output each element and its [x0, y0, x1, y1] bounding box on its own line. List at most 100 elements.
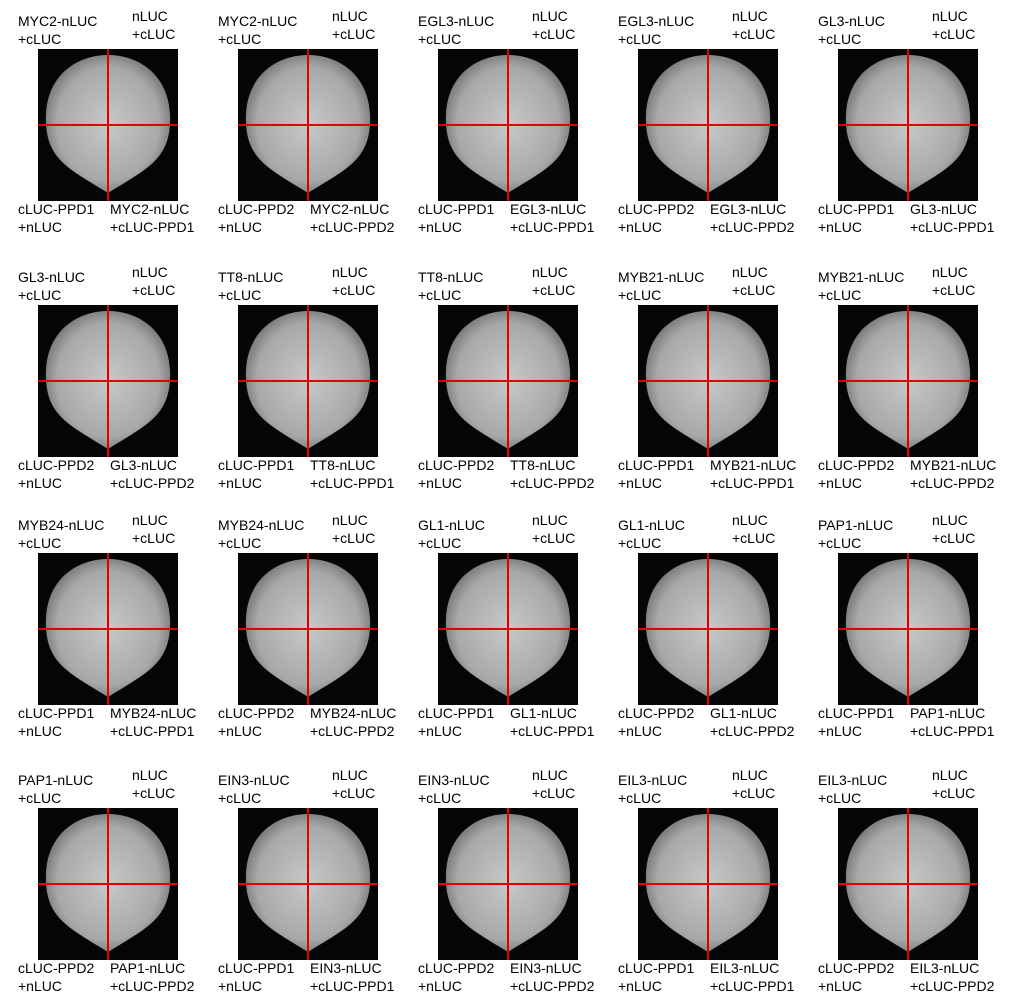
label-line: +cLUC-PPD2: [310, 723, 395, 739]
label-line: EGL3-nLUC: [418, 13, 494, 29]
label-line: +cLUC-PPD2: [310, 219, 395, 235]
label-line: +nLUC: [818, 978, 862, 994]
label: nLUC+cLUC: [532, 767, 575, 801]
label: EIN3-nLUC+cLUC-PPD1: [310, 960, 395, 994]
label: cLUC-PPD2 +nLUC: [418, 457, 494, 491]
label: MYB24-nLUC+cLUC-PPD1: [110, 705, 196, 739]
label-line: EIN3-nLUC: [510, 960, 582, 976]
label-line: cLUC-PPD1: [18, 705, 94, 721]
panel: GL1-nLUC+cLUCnLUC+cLUCcLUC-PPD2+nLUCGL1-…: [618, 512, 795, 739]
label-line: +cLUC: [532, 785, 575, 801]
label-line: TT8-nLUC: [310, 457, 375, 473]
label-line: +cLUC: [132, 282, 175, 298]
label-line: PAP1-nLUC: [818, 517, 893, 533]
label: MYB21-nLUC+cLUC-PPD2: [910, 457, 996, 491]
label-line: PAP1-nLUC: [18, 772, 93, 788]
label-line: cLUC-PPD2: [618, 201, 694, 217]
label: cLUC-PPD1+nLUC: [818, 705, 894, 739]
label: PAP1-nLUC+cLUC: [18, 772, 93, 806]
label-line: EIN3-nLUC: [418, 772, 490, 788]
label: cLUC-PPD1 +nLUC: [18, 201, 94, 235]
panel: MYC2-nLUC+cLUC nLUC+cLUC cLUC-PPD1 +nLUC MYC…: [18, 8, 195, 235]
panel: GL3-nLUC+cLUCnLUC+cLUCcLUC-PPD2+nLUCGL3-…: [18, 264, 195, 491]
label-line: +cLUC-PPD1: [110, 219, 195, 235]
label: MYB24-nLUC +cLUC-PPD2: [310, 705, 396, 739]
label: nLUC+cLUC: [332, 767, 375, 801]
label-line: +cLUC: [732, 530, 775, 546]
label: EGL3-nLUC+cLUC-PPD1: [510, 201, 595, 235]
panel: GL1-nLUC+cLUCnLUC+cLUCcLUC-PPD1+nLUCGL1-…: [418, 512, 595, 739]
label-line: cLUC-PPD2: [418, 960, 494, 976]
label-line: cLUC-PPD1: [418, 201, 494, 217]
label-line: MYB21-nLUC: [710, 457, 796, 473]
label-line: +nLUC: [218, 219, 262, 235]
label-line: MYC2-nLUC: [18, 13, 97, 29]
panel: MYB21-nLUC+cLUCnLUC+cLUCcLUC-PPD1+nLUCMY…: [618, 264, 796, 491]
label-line: MYB24-nLUC: [18, 517, 104, 533]
label-line: EIL3-nLUC: [618, 772, 687, 788]
label: nLUC+cLUC: [732, 512, 775, 546]
label-line: nLUC: [132, 767, 168, 783]
label: nLUC+cLUC: [732, 767, 775, 801]
label: nLUC +cLUC: [132, 264, 175, 298]
label-line: +cLUC: [818, 287, 861, 303]
label: PAP1-nLUC +cLUC: [818, 517, 893, 551]
label: MYB21-nLUC +cLUC-PPD1: [710, 457, 796, 491]
label-line: cLUC-PPD1: [18, 201, 94, 217]
label: cLUC-PPD2+nLUC: [218, 705, 294, 739]
label-line: +cLUC: [132, 785, 175, 801]
label: GL3-nLUC+cLUC-PPD1: [910, 201, 995, 235]
label: MYC2-nLUC+cLUC: [18, 13, 97, 47]
label: EIL3-nLUC+cLUC-PPD2: [910, 960, 995, 994]
panel: EIL3-nLUC+cLUCnLUC+cLUCcLUC-PPD2+nLUCEIL…: [818, 767, 995, 994]
label-line: cLUC-PPD2: [18, 457, 94, 473]
label-line: +nLUC: [618, 978, 662, 994]
label-line: nLUC: [932, 767, 968, 783]
label: GL1-nLUC+cLUC: [418, 517, 485, 551]
label: cLUC-PPD2 +nLUC: [618, 201, 694, 235]
label-line: cLUC-PPD2: [418, 457, 494, 473]
label-line: +cLUC-PPD1: [710, 475, 795, 491]
label-line: +nLUC: [18, 219, 62, 235]
label: GL1-nLUC+cLUC: [618, 517, 685, 551]
label: cLUC-PPD2+nLUC: [418, 960, 494, 994]
label-line: +cLUC: [818, 535, 861, 551]
label-line: +cLUC: [18, 287, 61, 303]
label-line: TT8-nLUC: [218, 269, 283, 285]
label-line: TT8-nLUC: [418, 269, 483, 285]
label: EIL3-nLUC+cLUC-PPD1: [710, 960, 795, 994]
label-line: cLUC-PPD2: [18, 960, 94, 976]
label: GL3-nLUC+cLUC-PPD2: [110, 457, 195, 491]
label-line: +cLUC: [332, 530, 375, 546]
label-line: +cLUC: [532, 282, 575, 298]
panel: MYB24-nLUC+cLUCnLUC+cLUCcLUC-PPD2+nLUCMY…: [218, 512, 396, 739]
label: cLUC-PPD1+nLUC: [218, 960, 294, 994]
label-line: +cLUC: [332, 785, 375, 801]
label-line: nLUC: [132, 264, 168, 280]
label-line: +cLUC-PPD1: [310, 978, 395, 994]
label-line: nLUC: [532, 264, 568, 280]
label: MYB24-nLUC+cLUC: [218, 517, 304, 551]
label: nLUC+cLUC: [532, 8, 575, 42]
label: MYB24-nLUC+cLUC: [18, 517, 104, 551]
label-line: +cLUC: [418, 535, 461, 551]
label-line: +nLUC: [418, 475, 462, 491]
label: cLUC-PPD1+nLUC: [818, 201, 894, 235]
label: GL3-nLUC+cLUC: [18, 269, 85, 303]
label: nLUC+cLUC: [732, 264, 775, 298]
label: nLUC+cLUC: [132, 512, 175, 546]
label-line: +cLUC-PPD2: [510, 978, 595, 994]
label-line: +cLUC-PPD2: [710, 219, 795, 235]
label-line: MYB24-nLUC: [110, 705, 196, 721]
label: nLUC +cLUC: [132, 767, 175, 801]
label-line: MYB24-nLUC: [310, 705, 396, 721]
label: EIN3-nLUC+cLUC: [218, 772, 290, 806]
label-line: +cLUC: [818, 31, 861, 47]
label: nLUC+cLUC: [132, 8, 175, 42]
label-line: cLUC-PPD2: [818, 457, 894, 473]
label-line: +cLUC: [418, 287, 461, 303]
label-line: +nLUC: [18, 723, 62, 739]
label-line: cLUC-PPD1: [618, 457, 694, 473]
label-line: +nLUC: [618, 219, 662, 235]
